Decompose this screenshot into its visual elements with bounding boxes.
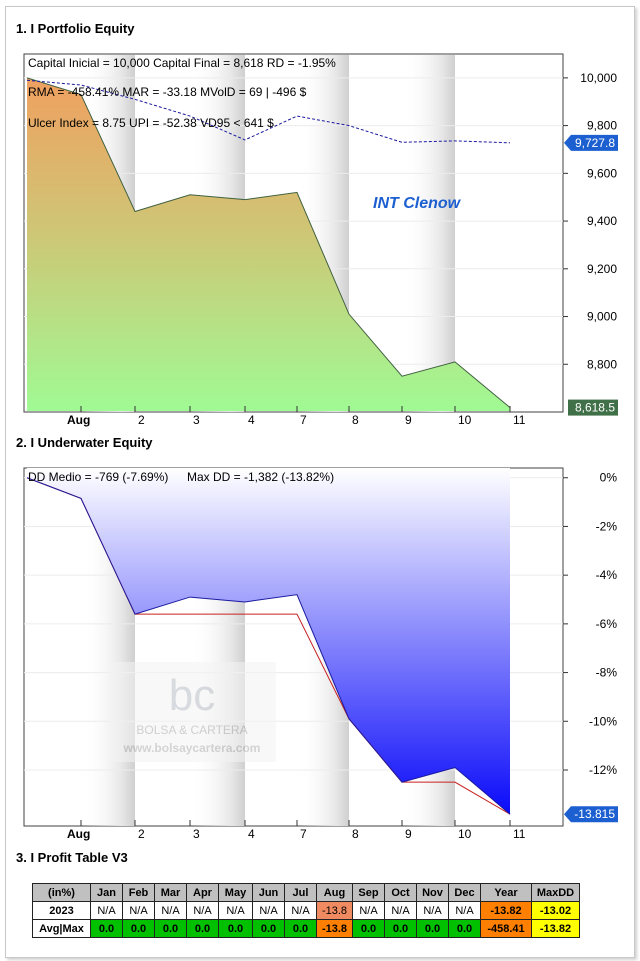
profit-table-cell: N/A: [122, 901, 155, 920]
profit-table-cell: 2023: [32, 901, 91, 920]
last-value-tag-dashed: [564, 134, 618, 151]
profit-table-cell: N/A: [252, 901, 285, 920]
c1-xtick-label: 3: [193, 413, 200, 427]
profit-table-cell: 0.0: [352, 919, 385, 938]
c1-xtick-label: 11: [513, 413, 526, 427]
profit-table-header-cell: Nov: [416, 883, 449, 902]
c1-ytick-label: 10,000: [580, 71, 617, 85]
profit-table-cell: 0.0: [416, 919, 449, 938]
profit-table-cell: N/A: [284, 901, 317, 920]
c1-column-band: [404, 55, 455, 412]
last-value-tag-equity: [568, 399, 618, 416]
profit-table-cell: 0.0: [384, 919, 417, 938]
last-value-label-equity: 8,618.5: [575, 401, 615, 415]
profit-table-cell: 0.0: [252, 919, 285, 938]
c1-ytick-label: 9,000: [587, 310, 617, 324]
c1-xtick-label: 2: [138, 413, 145, 427]
profit-table-header-cell: Jun: [252, 883, 285, 902]
c1-xtick-label: 10: [458, 413, 472, 427]
profit-table-cell: 0.0: [90, 919, 123, 938]
profit-table-header-cell: Aug: [316, 883, 353, 902]
c1-ytick-label: 9,400: [587, 214, 617, 228]
c1-xtick-label: Aug: [67, 413, 90, 427]
c1-xtick-label: 8: [352, 413, 359, 427]
profit-table-cell: N/A: [416, 901, 449, 920]
profit-table-cell: 0.0: [284, 919, 317, 938]
profit-table-cell: N/A: [218, 901, 253, 920]
profit-table: (in%) Jan Feb Mar Apr May Jun Jul Aug Sep Oct Nov De…: [32, 883, 580, 938]
c1-xtick-label: 9: [405, 413, 412, 427]
profit-table-cell: -13.82: [480, 901, 532, 920]
profit-table-cell: 0.0: [218, 919, 253, 938]
profit-table-cell: Avg|Max: [32, 919, 91, 938]
profit-table-cell: -13.82: [531, 919, 580, 938]
chart1-info-line-1: Capital Inicial = 10,000 Capital Final =…: [28, 56, 336, 70]
profit-table-row: Avg|Max 0.0 0.0 0.0 0.0 0.0 0.0 0.0 -13.8 0.0 0.0 0…: [32, 919, 580, 938]
c1-ytick-label: 8,800: [587, 357, 617, 371]
c1-xtick-label: 4: [248, 413, 255, 427]
equity-dashed-line: [26, 79, 511, 144]
profit-table-cell: -13.8: [316, 901, 353, 920]
profit-table-cell: -458.41: [480, 919, 532, 938]
profit-table-header-cell: Jan: [90, 883, 123, 902]
profit-table-header-cell: Oct: [384, 883, 417, 902]
last-value-label-dashed: 9,727.8: [575, 136, 615, 150]
profit-table-cell: 0.0: [122, 919, 155, 938]
profit-table-header-cell: Mar: [154, 883, 187, 902]
profit-table-cell: N/A: [384, 901, 417, 920]
profit-table-cell: -13.02: [531, 901, 580, 920]
profit-table-header-cell: May: [218, 883, 253, 902]
c1-ytick-label: 9,600: [587, 166, 617, 180]
profit-table-cell: 0.0: [154, 919, 187, 938]
profit-table-cell: N/A: [186, 901, 219, 920]
profit-table-cell: 0.0: [448, 919, 481, 938]
profit-table-cell: N/A: [448, 901, 481, 920]
equity-area: [27, 77, 510, 411]
profit-table-cell: N/A: [154, 901, 187, 920]
chart1-info-line-2: RMA = -458.41% MAR = -33.18 MVolD = 69 |…: [28, 85, 307, 99]
profit-table-header-cell: Apr: [186, 883, 219, 902]
profit-table-header-cell: Sep: [352, 883, 385, 902]
section-title-underwater-equity: 2. I Underwater Equity: [16, 435, 153, 450]
profit-table-cell: N/A: [90, 901, 123, 920]
strategy-annotation: INT Clenow: [373, 195, 462, 212]
chart1-info-line-3: Ulcer Index = 8.75 UPI = -52.38 VD95 < 6…: [28, 116, 274, 130]
c1-xtick-label: 7: [300, 413, 307, 427]
profit-table-header-cell: Year: [480, 883, 532, 902]
profit-table-cell: -13.8: [316, 919, 353, 938]
profit-table-header: (in%) Jan Feb Mar Apr May Jun Jul Aug Sep Oct Nov De…: [32, 883, 580, 902]
profit-table-row: 2023 N/A N/A N/A N/A N/A N/A N/A -13.8 N/A N/A N/A N…: [32, 901, 580, 920]
c1-ytick-label: 9,800: [587, 119, 617, 133]
section-title-profit-table: 3. I Profit Table V3: [16, 850, 128, 865]
profit-table-cell: 0.0: [186, 919, 219, 938]
profit-table-cell: N/A: [352, 901, 385, 920]
section-title-portfolio-equity: 1. I Portfolio Equity: [16, 21, 135, 36]
profit-table-header-cell: (in%): [32, 883, 91, 902]
equity-line: [26, 77, 511, 408]
profit-table-header-cell: MaxDD: [531, 883, 580, 902]
c1-ytick-label: 9,200: [587, 262, 617, 276]
profit-table-header-cell: Jul: [284, 883, 317, 902]
profit-table-header-cell: Feb: [122, 883, 155, 902]
profit-table-header-cell: Dec: [448, 883, 481, 902]
